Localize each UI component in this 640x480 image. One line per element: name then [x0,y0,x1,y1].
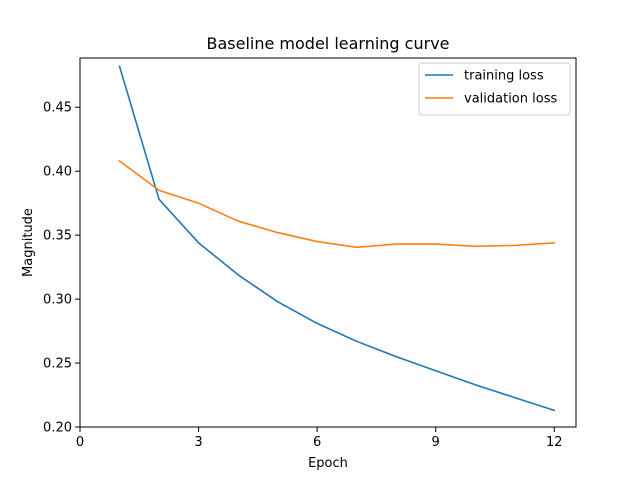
legend: training loss validation loss [418,62,571,116]
legend-box [418,62,571,116]
x-axis-label: Epoch [308,456,348,471]
y-tick-label: 0.20 [43,421,72,436]
y-tick-label: 0.40 [43,165,72,180]
y-tick-label: 0.45 [43,101,72,116]
y-tick-label: 0.30 [43,293,72,308]
x-tick-label: 3 [194,435,202,450]
legend-label-1: validation loss [464,92,557,107]
y-axis-label: Magnitude [21,208,36,277]
series-line-0 [118,65,556,412]
x-tick-label: 9 [432,435,440,450]
x-tick-label: 12 [546,435,563,450]
x-tick-label: 6 [313,435,321,450]
y-tick-label: 0.35 [43,229,72,244]
x-tick-label: 0 [76,435,84,450]
y-tick-label: 0.25 [43,357,72,372]
plot-area [118,65,556,412]
series-line-1 [118,159,556,249]
plot-frame [79,57,577,428]
chart-title: Baseline model learning curve [206,34,449,53]
legend-label-0: training loss [464,69,544,84]
